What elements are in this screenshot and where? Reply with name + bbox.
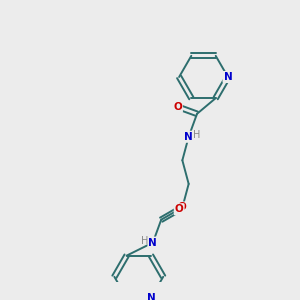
Text: O: O <box>173 102 182 112</box>
Text: H: H <box>141 236 148 246</box>
Text: N: N <box>147 293 155 300</box>
Text: N: N <box>224 72 232 82</box>
Text: H: H <box>194 130 201 140</box>
Text: N: N <box>148 238 157 248</box>
Text: N: N <box>184 132 193 142</box>
Text: O: O <box>175 204 184 214</box>
Text: O: O <box>178 202 187 212</box>
